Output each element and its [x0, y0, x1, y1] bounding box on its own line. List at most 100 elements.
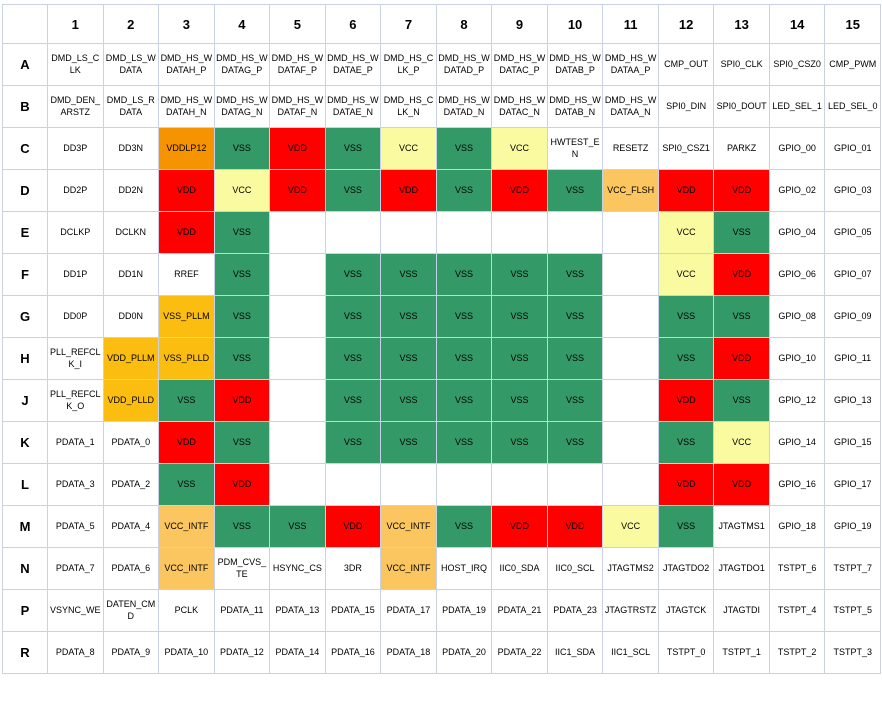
pin-cell-L11 — [602, 463, 659, 506]
pin-cell-H7: VSS — [380, 337, 437, 380]
col-header-5: 5 — [269, 4, 326, 44]
pin-cell-L15: GPIO_17 — [824, 463, 881, 506]
pin-cell-B5: DMD_HS_WDATAF_N — [269, 85, 326, 128]
pin-cell-N1: PDATA_7 — [47, 547, 104, 590]
pin-cell-J1: PLL_REFCLK_O — [47, 379, 104, 422]
pin-cell-R10: IIC1_SDA — [546, 631, 604, 674]
pin-cell-C3: VDDLP12 — [158, 127, 215, 170]
pin-cell-M7: VCC_INTF — [380, 505, 437, 548]
pin-cell-P12: JTAGTCK — [657, 589, 715, 632]
pin-cell-J2: VDD_PLLD — [102, 379, 160, 422]
pin-cell-G8: VSS — [435, 295, 493, 338]
pin-cell-A13: SPI0_CLK — [713, 43, 770, 86]
pin-cell-K13: VCC — [713, 421, 770, 464]
pin-cell-A1: DMD_LS_CLK — [47, 43, 104, 86]
row-header-R: R — [2, 631, 48, 674]
pin-cell-J7: VSS — [380, 379, 437, 422]
pin-cell-J3: VSS — [158, 379, 215, 422]
pin-cell-P4: PDATA_11 — [213, 589, 271, 632]
col-header-9: 9 — [491, 4, 548, 44]
pin-cell-N10: IIC0_SCL — [546, 547, 604, 590]
pin-cell-K15: GPIO_15 — [824, 421, 881, 464]
col-header-7: 7 — [380, 4, 437, 44]
col-header-8: 8 — [435, 4, 493, 44]
pin-cell-G11 — [602, 295, 659, 338]
row-header-F: F — [2, 253, 48, 296]
pin-cell-L7 — [380, 463, 437, 506]
pin-cell-R11: IIC1_SCL — [602, 631, 659, 674]
pin-cell-N11: JTAGTMS2 — [602, 547, 659, 590]
pin-cell-B2: DMD_LS_RDATA — [102, 85, 160, 128]
pin-cell-E9 — [491, 211, 548, 254]
bga-pin-map-page: 1 2 3 4 5 6 7 8 9 10 11 12 13 14 15 A DMD_LS_CLK DMD_LS_… — [0, 4, 882, 674]
pin-cell-J14: GPIO_12 — [768, 379, 826, 422]
row-header-P: P — [2, 589, 48, 632]
pin-cell-M13: JTAGTMS1 — [713, 505, 770, 548]
pin-row-C: C DD3P DD3N VDDLP12 VSS VDD VSS VCC VSS VCC HWTEST… — [2, 127, 881, 170]
pin-cell-C14: GPIO_00 — [768, 127, 826, 170]
col-header-3: 3 — [158, 4, 215, 44]
pin-cell-M1: PDATA_5 — [47, 505, 104, 548]
pin-cell-J10: VSS — [546, 379, 604, 422]
col-header-2: 2 — [102, 4, 160, 44]
pin-cell-F15: GPIO_07 — [824, 253, 881, 296]
pin-cell-J9: VSS — [491, 379, 548, 422]
pin-cell-G12: VSS — [657, 295, 715, 338]
pin-cell-F10: VSS — [546, 253, 604, 296]
row-header-D: D — [2, 169, 48, 212]
pin-cell-P2: DATEN_CMD — [102, 589, 160, 632]
pin-cell-H12: VSS — [657, 337, 715, 380]
pin-cell-F4: VSS — [213, 253, 271, 296]
pin-cell-P8: PDATA_19 — [435, 589, 493, 632]
pin-cell-H6: VSS — [324, 337, 382, 380]
pin-cell-D5: VDD — [269, 169, 326, 212]
pin-cell-D8: VSS — [435, 169, 493, 212]
pin-row-D: D DD2P DD2N VDD VCC VDD VSS VDD VSS VDD VSS VCC_FLS… — [2, 169, 881, 212]
pin-cell-N3: VCC_INTF — [158, 547, 215, 590]
pin-cell-D3: VDD — [158, 169, 215, 212]
pin-cell-G9: VSS — [491, 295, 548, 338]
pin-cell-A12: CMP_OUT — [657, 43, 715, 86]
pin-cell-B7: DMD_HS_CLK_N — [380, 85, 437, 128]
row-header-A: A — [2, 43, 48, 86]
pin-cell-K8: VSS — [435, 421, 493, 464]
row-header-L: L — [2, 463, 48, 506]
pin-cell-C10: HWTEST_EN — [546, 127, 604, 170]
pin-cell-M14: GPIO_18 — [768, 505, 826, 548]
pin-cell-L2: PDATA_2 — [102, 463, 160, 506]
pin-cell-M2: PDATA_4 — [102, 505, 160, 548]
pin-cell-G2: DD0N — [102, 295, 160, 338]
pin-cell-A11: DMD_HS_WDATAA_P — [602, 43, 659, 86]
pin-cell-B13: SPI0_DOUT — [713, 85, 770, 128]
col-header-6: 6 — [324, 4, 382, 44]
pin-cell-G6: VSS — [324, 295, 382, 338]
pin-cell-L1: PDATA_3 — [47, 463, 104, 506]
pin-cell-C9: VCC — [491, 127, 548, 170]
col-header-1: 1 — [47, 4, 104, 44]
pin-cell-D11: VCC_FLSH — [602, 169, 659, 212]
pin-cell-A4: DMD_HS_WDATAG_P — [213, 43, 271, 86]
pin-cell-K12: VSS — [657, 421, 715, 464]
pin-cell-L10 — [546, 463, 604, 506]
row-header-G: G — [2, 295, 48, 338]
pin-cell-J8: VSS — [435, 379, 493, 422]
corner-cell — [2, 4, 48, 44]
pin-cell-B9: DMD_HS_WDATAC_N — [491, 85, 548, 128]
pin-cell-P13: JTAGTDI — [713, 589, 770, 632]
pin-cell-E10 — [546, 211, 604, 254]
pin-cell-C8: VSS — [435, 127, 493, 170]
pin-cell-K6: VSS — [324, 421, 382, 464]
pin-row-N: N PDATA_7 PDATA_6 VCC_INTF PDM_CVS_TE HSYNC_C… — [2, 547, 881, 590]
pin-row-J: J PLL_REFCLK_O VDD_PLLD VSS VDD VSS VSS VSS VSS V… — [2, 379, 881, 422]
pin-cell-F1: DD1P — [47, 253, 104, 296]
pin-cell-L5 — [269, 463, 326, 506]
pin-cell-N9: IIC0_SDA — [491, 547, 548, 590]
pin-cell-F13: VDD — [713, 253, 770, 296]
pin-row-G: G DD0P DD0N VSS_PLLM VSS VSS VSS VSS VSS VSS VSS VS… — [2, 295, 881, 338]
pin-cell-H3: VSS_PLLD — [158, 337, 215, 380]
pin-cell-G3: VSS_PLLM — [158, 295, 215, 338]
pin-cell-L8 — [435, 463, 493, 506]
pin-cell-F6: VSS — [324, 253, 382, 296]
pin-cell-K5 — [269, 421, 326, 464]
col-header-14: 14 — [768, 4, 826, 44]
